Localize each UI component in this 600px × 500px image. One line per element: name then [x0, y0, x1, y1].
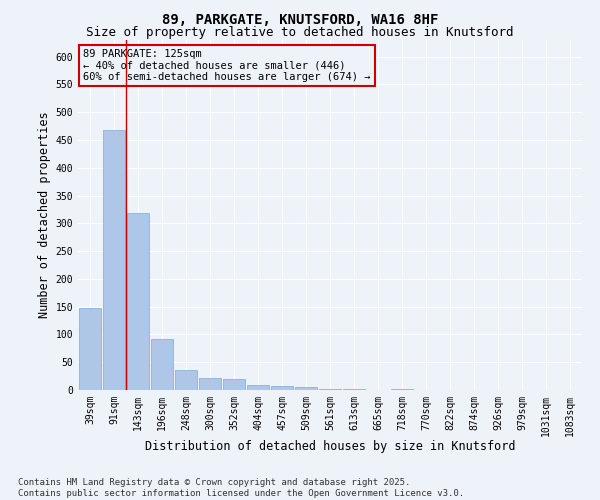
- Bar: [271, 386, 293, 390]
- Bar: [295, 387, 317, 390]
- Bar: [175, 370, 197, 390]
- Bar: [199, 378, 221, 390]
- Bar: [319, 389, 341, 390]
- Bar: [223, 379, 245, 390]
- Bar: [151, 339, 173, 390]
- Bar: [79, 308, 101, 390]
- Text: Size of property relative to detached houses in Knutsford: Size of property relative to detached ho…: [86, 26, 514, 39]
- Bar: [247, 385, 269, 390]
- Text: Contains HM Land Registry data © Crown copyright and database right 2025.
Contai: Contains HM Land Registry data © Crown c…: [18, 478, 464, 498]
- Bar: [127, 214, 149, 390]
- Bar: [103, 130, 125, 390]
- Text: 89 PARKGATE: 125sqm
← 40% of detached houses are smaller (446)
60% of semi-detac: 89 PARKGATE: 125sqm ← 40% of detached ho…: [83, 49, 371, 82]
- Text: 89, PARKGATE, KNUTSFORD, WA16 8HF: 89, PARKGATE, KNUTSFORD, WA16 8HF: [162, 12, 438, 26]
- X-axis label: Distribution of detached houses by size in Knutsford: Distribution of detached houses by size …: [145, 440, 515, 453]
- Y-axis label: Number of detached properties: Number of detached properties: [38, 112, 52, 318]
